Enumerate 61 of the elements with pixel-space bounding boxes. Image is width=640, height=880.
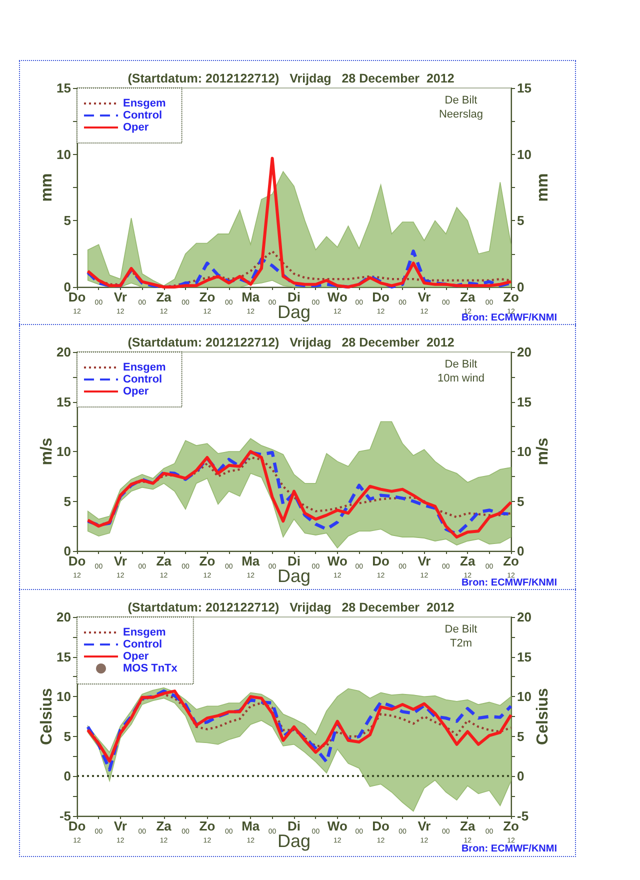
legend-label: Ensgem <box>123 362 166 374</box>
text: Bron: ECMWF/KNMI <box>461 312 558 324</box>
chart-title: (Startdatum: 2012122712) Vrijdag 28 December 2012 <box>128 72 454 86</box>
x-axis-title: Dag <box>277 566 311 586</box>
text: Bron: ECMWF/KNMI <box>461 578 558 588</box>
legend-label: Oper <box>123 386 150 398</box>
y-tick-label: 10 <box>56 146 71 162</box>
y-tick-label: 0 <box>64 768 71 784</box>
y2-tick-label: 10 <box>517 146 532 162</box>
y2-tick-label: 5 <box>517 494 524 509</box>
y2-axis-title: mm <box>534 173 552 202</box>
y-tick-label: 10 <box>56 689 71 704</box>
y2-axis-title: m/s <box>534 438 552 466</box>
x-tick-label: Di <box>288 290 300 304</box>
y-axis-title: m/s <box>38 438 56 466</box>
legend-label: MOS TnTx <box>123 662 178 674</box>
y-tick-label: 15 <box>56 80 71 96</box>
y2-tick-label: 15 <box>517 80 532 96</box>
annotation: De Bilt <box>444 358 478 370</box>
y-tick-label: 15 <box>56 649 71 664</box>
y-tick-label: 20 <box>56 344 71 360</box>
y-axis-title: mm <box>38 173 56 202</box>
legend-label: Ensgem <box>123 98 166 110</box>
y-axis-title: Celsius <box>38 688 56 745</box>
x-tick-label: Di <box>288 818 300 834</box>
y2-axis-title: Celsius <box>534 688 552 745</box>
y-tick-label: 5 <box>64 213 71 228</box>
y2-tick-label: 20 <box>517 344 532 360</box>
legend-label: Oper <box>123 122 150 134</box>
annotation: De Bilt <box>444 94 478 106</box>
y2-tick-label: 5 <box>517 728 524 744</box>
legend-label: Oper <box>123 650 150 662</box>
y2-tick-label: 10 <box>517 689 532 704</box>
y2-tick-label: 15 <box>517 394 532 410</box>
annotation: Neerslag <box>438 108 484 120</box>
x-axis-title: Dag <box>277 302 311 322</box>
chart-title: (Startdatum: 2012122712) Vrijdag 28 December 2012 <box>128 336 454 350</box>
y-tick-label: 10 <box>56 444 71 459</box>
text: Bron: ECMWF/KNMI <box>461 844 558 854</box>
legend-label: Control <box>123 374 162 386</box>
annotation: De Bilt <box>444 624 478 636</box>
annotation: T2m <box>450 638 472 650</box>
y2-tick-label: 20 <box>517 610 532 624</box>
y2-tick-label: 0 <box>517 280 524 294</box>
y-tick-label: 15 <box>56 394 71 410</box>
y-tick-label: 5 <box>64 494 71 509</box>
y-tick-label: 5 <box>64 728 71 744</box>
x-axis-title: Dag <box>277 831 311 851</box>
y2-tick-label: 0 <box>517 768 524 784</box>
y2-tick-label: 5 <box>517 213 524 228</box>
y2-tick-label: 10 <box>517 444 532 459</box>
chart-title: (Startdatum: 2012122712) Vrijdag 28 December 2012 <box>128 600 454 614</box>
legend-label: Control <box>123 110 162 122</box>
y-tick-label: 20 <box>56 610 71 624</box>
annotation: 10m wind <box>437 372 485 384</box>
y2-tick-label: -5 <box>517 808 529 824</box>
legend-label: Control <box>123 638 162 650</box>
y2-tick-label: 15 <box>517 649 532 664</box>
y2-tick-label: 0 <box>517 544 524 558</box>
legend-label: Ensgem <box>123 626 166 638</box>
x-tick-label: Di <box>288 554 300 568</box>
